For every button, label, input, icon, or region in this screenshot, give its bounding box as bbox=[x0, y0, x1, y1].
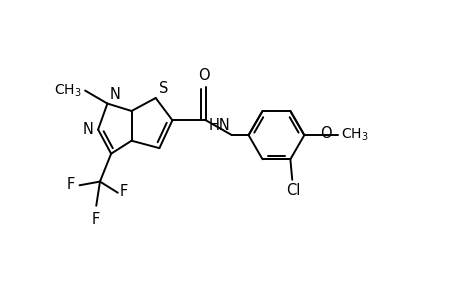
Text: F: F bbox=[66, 177, 74, 192]
Text: N: N bbox=[83, 122, 94, 137]
Text: CH$_3$: CH$_3$ bbox=[341, 127, 368, 143]
Text: CH$_3$: CH$_3$ bbox=[54, 82, 82, 99]
Text: Cl: Cl bbox=[285, 183, 300, 198]
Text: N: N bbox=[109, 87, 120, 102]
Text: HN: HN bbox=[208, 118, 230, 133]
Text: O: O bbox=[198, 68, 209, 83]
Text: F: F bbox=[119, 184, 127, 200]
Text: F: F bbox=[91, 212, 100, 227]
Text: S: S bbox=[158, 81, 168, 96]
Text: O: O bbox=[319, 126, 331, 141]
